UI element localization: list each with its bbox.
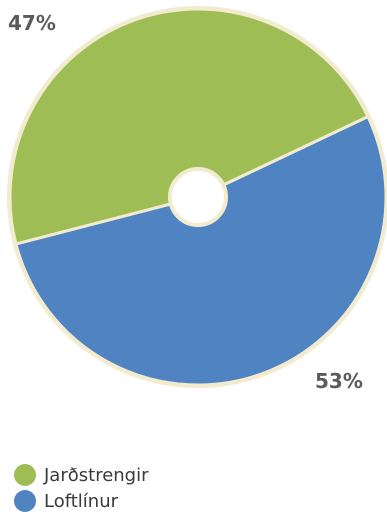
legend-label-loftlinur: Loftlínur <box>44 490 119 512</box>
pie-slices <box>8 7 387 387</box>
pie-slice-1 <box>14 115 387 387</box>
slice-label-loftlinur: 53% <box>315 369 363 393</box>
slice-label-jardstrengir: 47% <box>8 11 56 35</box>
legend-swatch-blue <box>14 490 36 512</box>
donut-hole <box>168 167 228 227</box>
legend-item-jardstrengir: Jarðstrengir <box>14 462 149 488</box>
pie-slice-0 <box>8 7 370 246</box>
legend-swatch-green <box>14 464 36 486</box>
legend-label-jardstrengir: Jarðstrengir <box>44 464 149 486</box>
legend: Jarðstrengir Loftlínur <box>14 462 149 514</box>
legend-item-loftlinur: Loftlínur <box>14 488 149 514</box>
